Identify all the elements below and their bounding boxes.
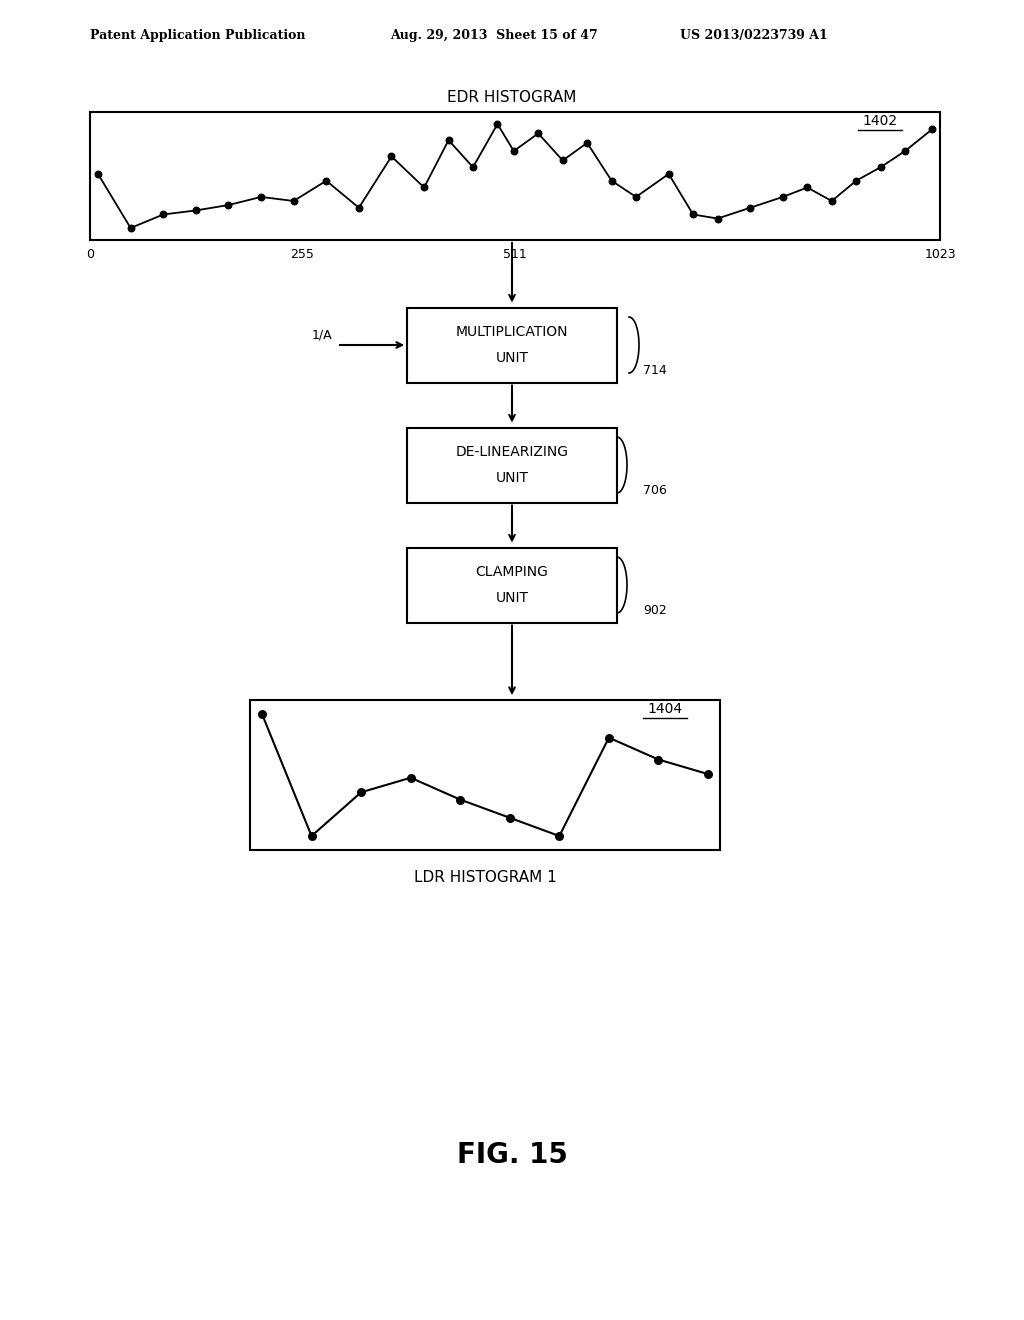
Bar — [407, 428, 617, 503]
Point — [440, 129, 457, 150]
Point — [685, 203, 701, 224]
Text: 1023: 1023 — [925, 248, 955, 261]
Point — [254, 704, 270, 725]
Text: LDR HISTOGRAM 1: LDR HISTOGRAM 1 — [414, 870, 556, 884]
Point — [823, 190, 840, 211]
Text: CLAMPING: CLAMPING — [475, 565, 549, 579]
Point — [402, 767, 419, 788]
Point — [897, 140, 913, 161]
Point — [286, 190, 302, 211]
Point — [660, 164, 677, 185]
Point — [90, 164, 106, 185]
Point — [502, 808, 518, 829]
Point — [530, 123, 547, 144]
Text: 706: 706 — [643, 483, 667, 496]
Bar — [90, 112, 940, 240]
Point — [350, 197, 367, 218]
Text: DE-LINEARIZING: DE-LINEARIZING — [456, 445, 568, 459]
Point — [465, 157, 481, 178]
Point — [742, 197, 759, 218]
Point — [303, 825, 319, 846]
Point — [555, 150, 571, 172]
Point — [924, 119, 940, 140]
Point — [579, 132, 595, 153]
Point — [628, 186, 644, 207]
Text: UNIT: UNIT — [496, 351, 528, 366]
Point — [848, 170, 864, 191]
Point — [123, 218, 139, 239]
Point — [253, 186, 269, 207]
Point — [155, 203, 171, 224]
Point — [353, 781, 370, 803]
Point — [601, 727, 617, 748]
Point — [416, 177, 432, 198]
Text: Patent Application Publication: Patent Application Publication — [90, 29, 305, 41]
Point — [452, 789, 468, 810]
Point — [799, 177, 815, 198]
Point — [872, 157, 889, 178]
Bar — [250, 700, 720, 850]
Text: Aug. 29, 2013  Sheet 15 of 47: Aug. 29, 2013 Sheet 15 of 47 — [390, 29, 598, 41]
Text: UNIT: UNIT — [496, 471, 528, 484]
Text: 511: 511 — [503, 248, 526, 261]
Bar — [407, 548, 617, 623]
Bar — [407, 308, 617, 383]
Text: 0: 0 — [86, 248, 94, 261]
Point — [710, 209, 726, 230]
Text: 1404: 1404 — [647, 702, 683, 715]
Text: US 2013/0223739 A1: US 2013/0223739 A1 — [680, 29, 827, 41]
Point — [489, 114, 506, 135]
Text: 1402: 1402 — [862, 114, 898, 128]
Point — [603, 170, 620, 191]
Text: UNIT: UNIT — [496, 591, 528, 605]
Text: MULTIPLICATION: MULTIPLICATION — [456, 325, 568, 339]
Text: 255: 255 — [290, 248, 313, 261]
Point — [506, 140, 522, 161]
Text: EDR HISTOGRAM: EDR HISTOGRAM — [447, 91, 577, 106]
Text: FIG. 15: FIG. 15 — [457, 1140, 567, 1170]
Point — [551, 825, 567, 846]
Point — [220, 194, 237, 215]
Point — [650, 748, 667, 770]
Point — [318, 170, 335, 191]
Point — [699, 763, 716, 784]
Text: 902: 902 — [643, 603, 667, 616]
Text: 1/A: 1/A — [311, 329, 332, 342]
Point — [774, 186, 791, 207]
Point — [187, 199, 204, 220]
Point — [383, 145, 399, 166]
Text: 714: 714 — [643, 363, 667, 376]
